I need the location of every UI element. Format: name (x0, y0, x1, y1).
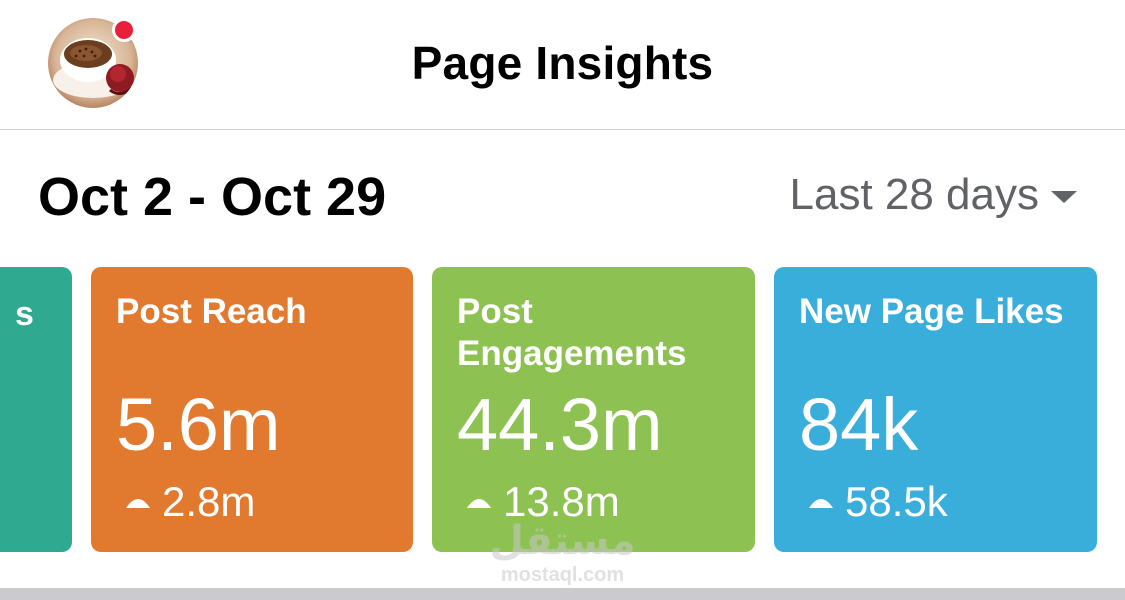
header: Page Insights (0, 0, 1125, 130)
trend-up-icon (126, 499, 150, 508)
period-dropdown-label: Last 28 days (789, 170, 1040, 219)
metric-card-delta: 2.8m (124, 479, 255, 525)
page-title: Page Insights (411, 37, 714, 89)
metric-card-title: Post Engagements (457, 292, 687, 373)
metric-card-delta-value: 58.5k (845, 478, 948, 525)
metric-card-title: New Page Likes (799, 292, 1064, 331)
trend-up-icon (809, 499, 833, 508)
trend-up-icon (467, 499, 491, 508)
metric-card-value: 84k (799, 383, 919, 466)
caret-down-icon (1051, 191, 1077, 203)
metric-card-partial[interactable]: s (0, 267, 72, 552)
metric-card-delta: 13.8m (465, 479, 620, 525)
date-range-label: Oct 2 - Oct 29 (38, 167, 387, 227)
metric-card-title: Post Reach (116, 292, 307, 331)
metric-card-partial-title: s (15, 295, 34, 333)
watermark-latin: mostaql.com (500, 564, 625, 586)
notification-badge (112, 18, 136, 42)
metric-card-value: 5.6m (116, 383, 281, 466)
metric-card-value: 44.3m (457, 383, 663, 466)
metric-card-delta: 58.5k (807, 479, 948, 525)
period-dropdown[interactable]: Last 28 days (789, 170, 1077, 220)
header-divider (0, 129, 1125, 130)
metric-card-delta-value: 13.8m (503, 478, 620, 525)
bottom-separator (0, 588, 1125, 600)
metric-card-post-reach[interactable]: Post Reach 5.6m 2.8m (91, 267, 413, 552)
metric-card-post-engagements[interactable]: Post Engagements 44.3m 13.8m (432, 267, 755, 552)
metric-card-delta-value: 2.8m (162, 478, 256, 525)
metric-card-new-page-likes[interactable]: New Page Likes 84k 58.5k (774, 267, 1097, 552)
